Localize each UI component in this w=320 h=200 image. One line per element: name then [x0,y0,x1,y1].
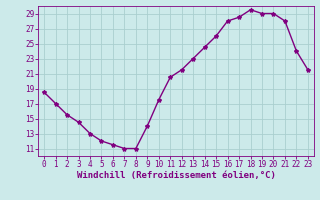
X-axis label: Windchill (Refroidissement éolien,°C): Windchill (Refroidissement éolien,°C) [76,171,276,180]
